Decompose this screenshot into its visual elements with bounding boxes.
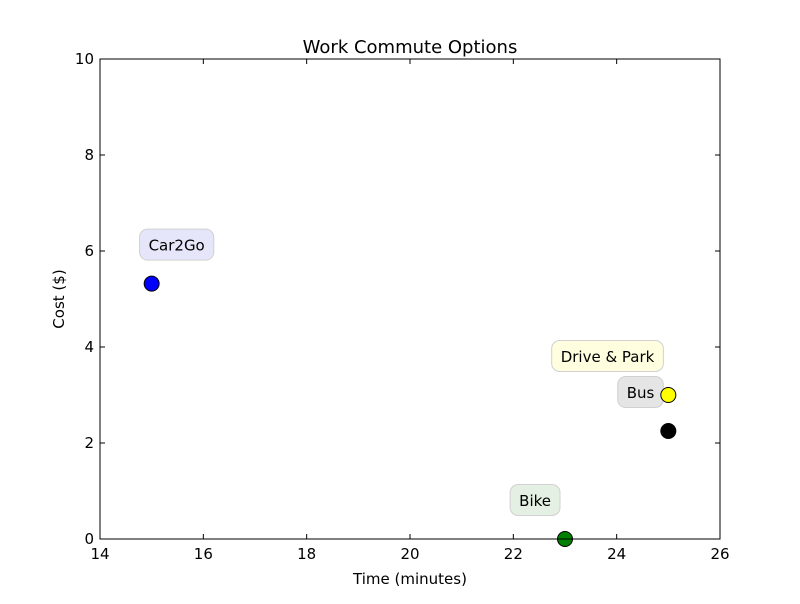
x-tick-label: 18 bbox=[297, 545, 316, 563]
annotation: Bus bbox=[617, 376, 664, 408]
annotation-label: Bike bbox=[519, 492, 551, 510]
x-axis-label: Time (minutes) bbox=[352, 570, 467, 588]
y-tick-label: 10 bbox=[75, 50, 94, 68]
annotation: Drive & Park bbox=[551, 340, 664, 372]
annotation-box bbox=[551, 340, 664, 372]
x-tick-label: 24 bbox=[607, 545, 626, 563]
data-point bbox=[660, 387, 677, 403]
annotation-label: Drive & Park bbox=[561, 348, 655, 366]
y-tick-label: 2 bbox=[84, 434, 94, 452]
y-axis-label: Cost ($) bbox=[50, 269, 68, 328]
x-tick-label: 16 bbox=[194, 545, 213, 563]
x-tick-label: 14 bbox=[90, 545, 109, 563]
annotation: Car2Go bbox=[139, 228, 215, 261]
data-point bbox=[660, 423, 677, 439]
points-layer bbox=[143, 275, 677, 547]
y-tick-label: 8 bbox=[84, 146, 94, 164]
x-tick-label: 20 bbox=[400, 545, 419, 563]
annotation-box bbox=[139, 228, 215, 261]
chart-title: Work Commute Options bbox=[303, 37, 518, 58]
y-tick-label: 0 bbox=[84, 530, 94, 548]
annotation-label: Car2Go bbox=[149, 237, 205, 255]
annotations-layer: Car2Go Drive & Park Bus Bike bbox=[139, 228, 664, 516]
y-tick-label: 4 bbox=[84, 338, 94, 356]
annotation-label: Bus bbox=[627, 384, 655, 402]
x-tick-label: 22 bbox=[504, 545, 523, 563]
y-tick-label: 6 bbox=[84, 242, 94, 260]
annotation: Bike bbox=[509, 484, 561, 516]
x-tick-label: 26 bbox=[710, 545, 729, 563]
annotation-box bbox=[509, 484, 561, 516]
data-point bbox=[143, 275, 160, 292]
plot-frame bbox=[99, 58, 721, 540]
